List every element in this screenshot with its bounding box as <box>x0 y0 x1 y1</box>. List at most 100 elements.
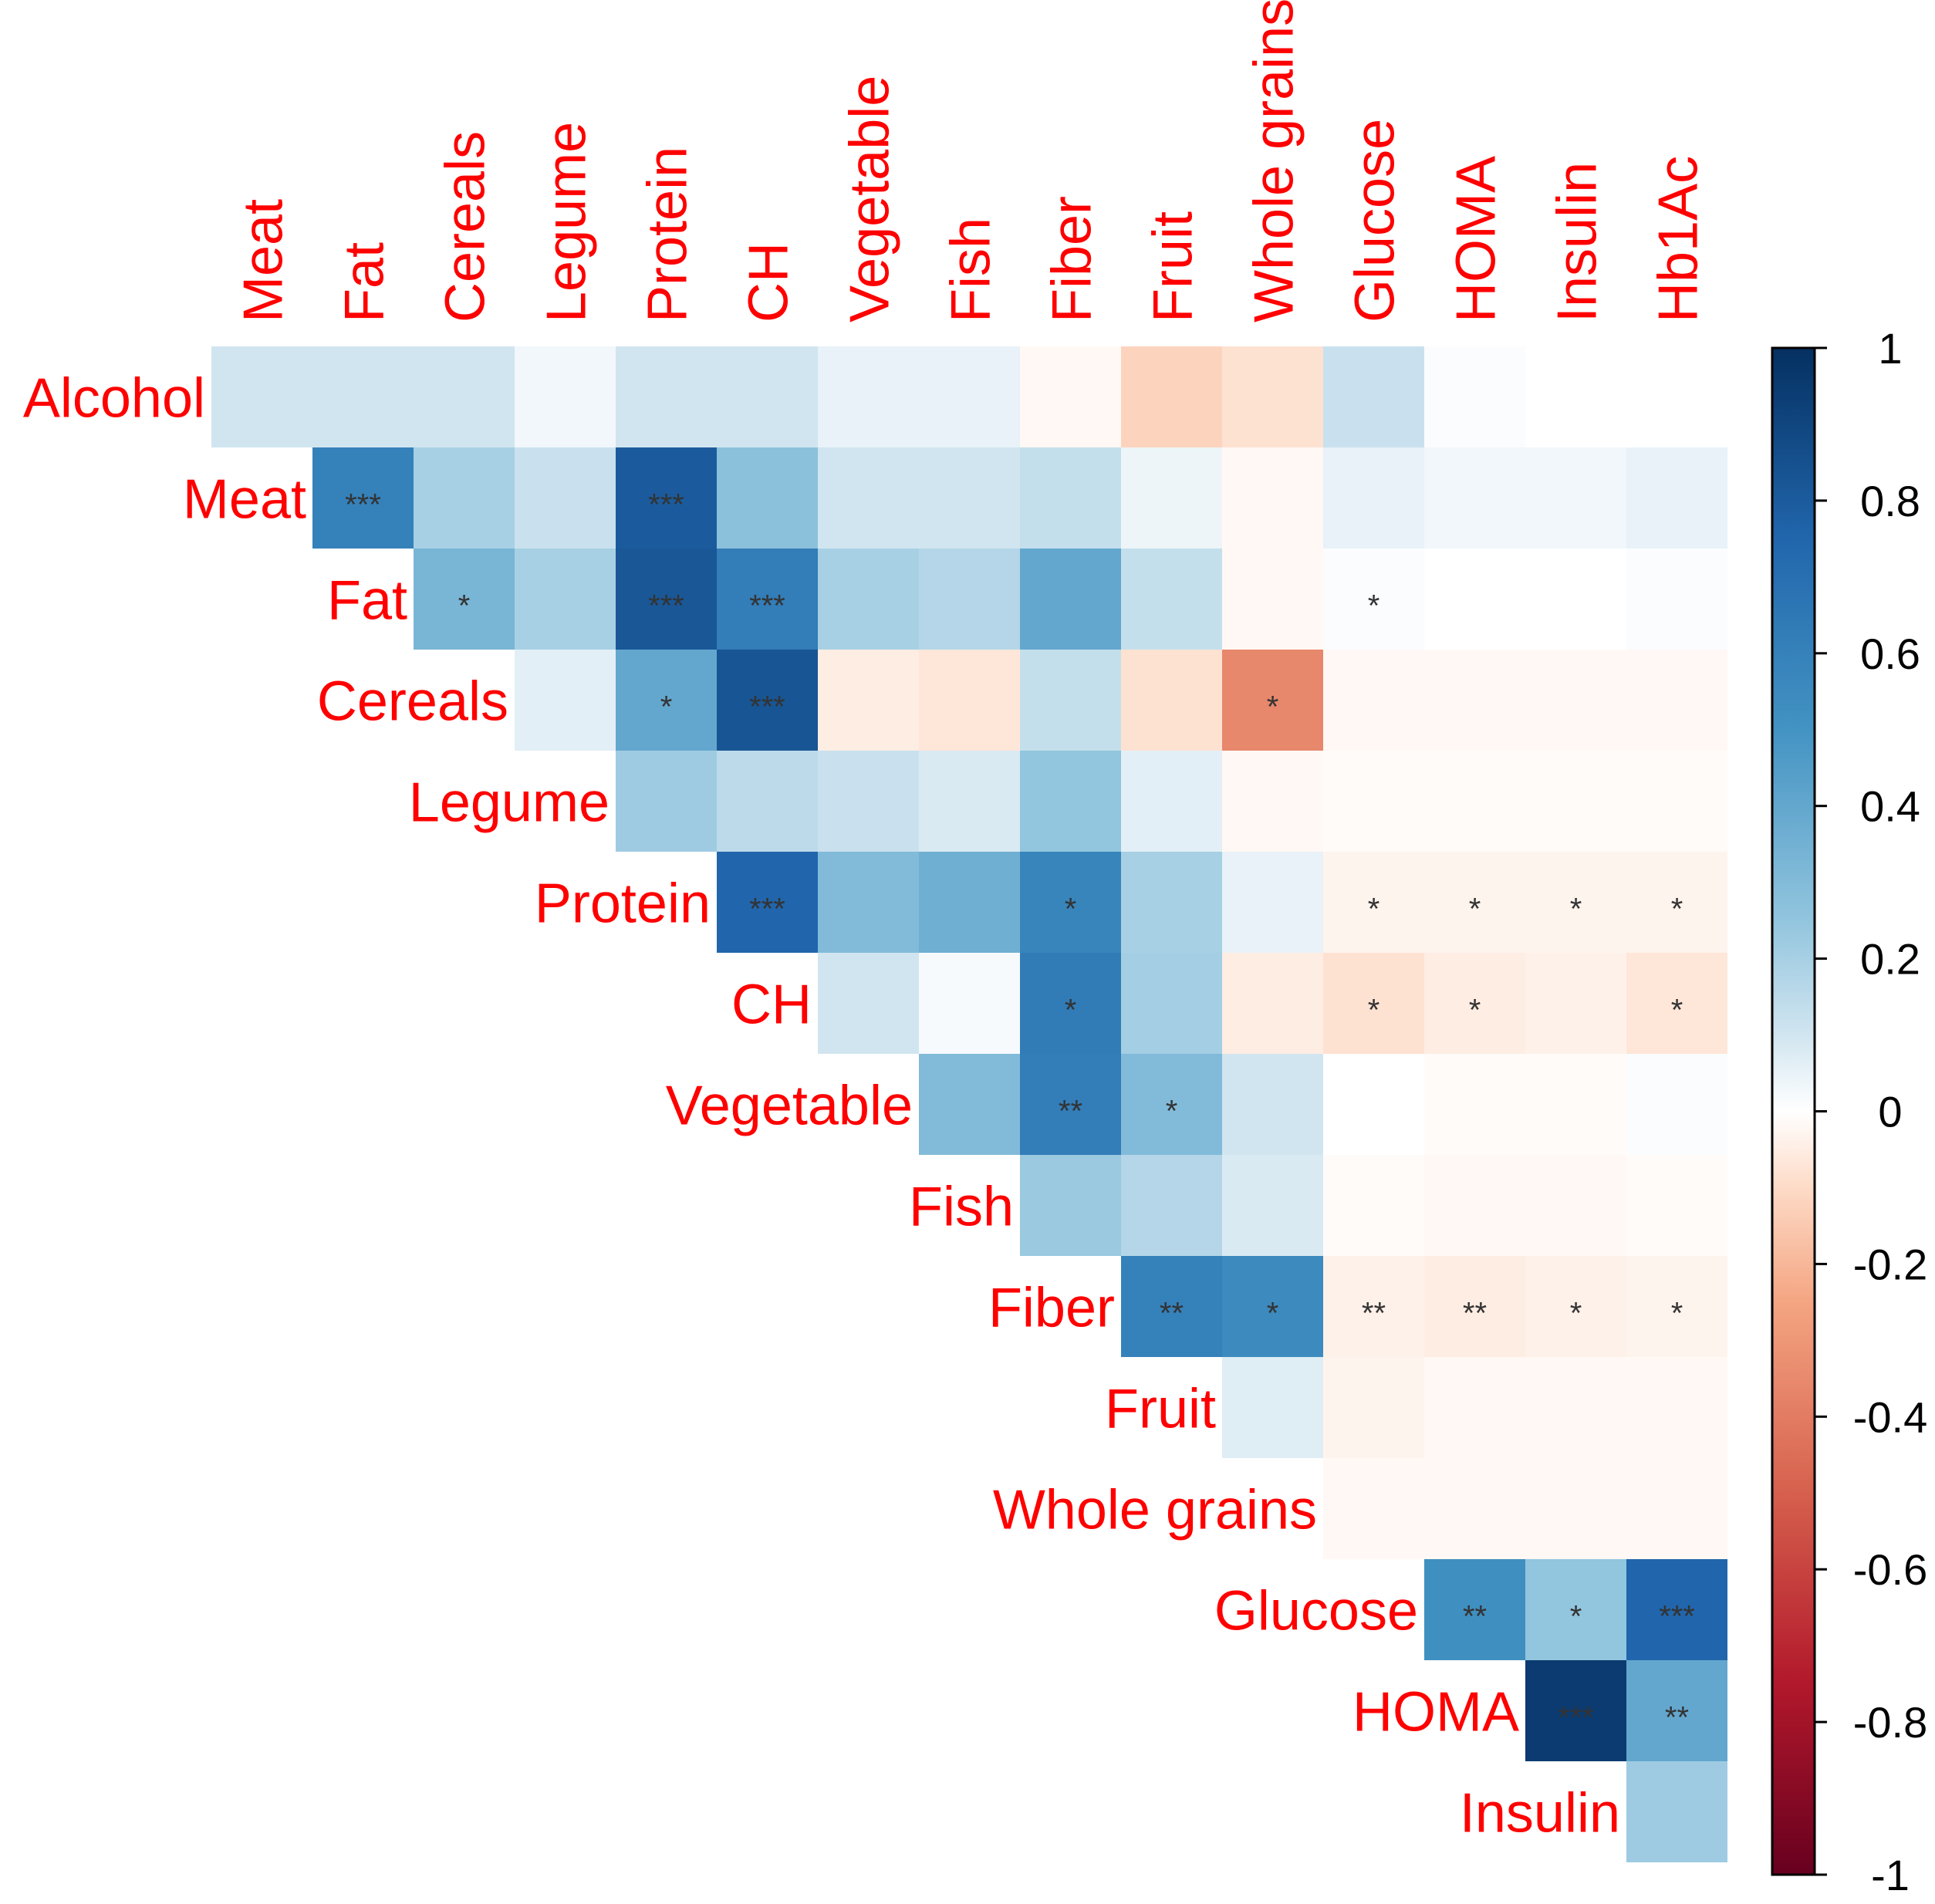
significance-marker: ** <box>1463 1297 1487 1331</box>
heatmap-cell-alcohol-hb1ac <box>1626 346 1727 447</box>
heatmap-cell-protein-vegetable <box>818 852 919 953</box>
significance-marker: *** <box>648 589 684 623</box>
heatmap-cell-meat-homa <box>1424 447 1525 549</box>
heatmap-cell-fruit-homa <box>1424 1357 1525 1458</box>
column-labels: Meat Fat Cereals Legume Protein CH Vegetable Fi… <box>233 0 1710 322</box>
heatmap-cell-meat-insulin <box>1525 447 1626 549</box>
significance-marker: *** <box>1659 1600 1695 1634</box>
heatmap-cell-meat-ch <box>717 447 818 549</box>
column-label: Fruit <box>1143 211 1204 322</box>
significance-marker: * <box>660 690 673 724</box>
heatmap-cell-ch-fiber <box>1020 953 1121 1054</box>
significance-marker: * <box>1065 893 1077 927</box>
heatmap-cell-cereals-insulin <box>1525 650 1626 751</box>
heatmap-cell-fat-insulin <box>1525 549 1626 650</box>
row-label: Insulin <box>1460 1783 1620 1845</box>
heatmap-cell-alcohol-whole-grains <box>1222 346 1323 447</box>
colorbar-tick-label: 1 <box>1878 324 1902 373</box>
heatmap-cell-ch-insulin <box>1525 953 1626 1054</box>
heatmap-cell-meat-legume <box>515 447 616 549</box>
heatmap-cell-insulin-hb1ac <box>1626 1761 1727 1862</box>
row-label: Protein <box>535 873 711 935</box>
heatmap-cell-glucose-homa <box>1424 1559 1525 1660</box>
heatmap-cell-fish-homa <box>1424 1155 1525 1256</box>
row-label: CH <box>731 974 812 1036</box>
colorbar-tick-label: -0.4 <box>1853 1393 1928 1441</box>
column-label: Fiber <box>1042 196 1103 322</box>
colorbar-bar <box>1771 346 1816 1876</box>
heatmap-cell-cereals-hb1ac <box>1626 650 1727 751</box>
significance-marker: * <box>1570 1600 1582 1634</box>
heatmap-cell-legume-fish <box>919 751 1020 852</box>
significance-marker: ** <box>1059 1095 1082 1129</box>
heatmap-cell-cereals-fruit <box>1121 650 1222 751</box>
heatmap-cell-fat-whole-grains <box>1222 549 1323 650</box>
heatmap-cell-fish-glucose <box>1323 1155 1424 1256</box>
heatmap-cell-protein-fish <box>919 852 1020 953</box>
heatmap-cell-ch-hb1ac <box>1626 953 1727 1054</box>
heatmap-cell-meat-vegetable <box>818 447 919 549</box>
heatmap-cell-fat-protein <box>616 549 717 650</box>
heatmap-cell-protein-homa <box>1424 852 1525 953</box>
heatmap-cell-fiber-fruit <box>1121 1256 1222 1357</box>
significance-marker: *** <box>1558 1701 1594 1735</box>
heatmap-cell-fat-fruit <box>1121 549 1222 650</box>
significance-marker: *** <box>749 690 785 724</box>
heatmap-cell-cereals-vegetable <box>818 650 919 751</box>
heatmap-cell-protein-hb1ac <box>1626 852 1727 953</box>
heatmap-cell-ch-homa <box>1424 953 1525 1054</box>
column-label: Cereals <box>435 131 497 322</box>
heatmap-cell-glucose-hb1ac <box>1626 1559 1727 1660</box>
heatmap-cell-cereals-protein <box>616 650 717 751</box>
heatmap-cell-cereals-whole-grains <box>1222 650 1323 751</box>
heatmap-cell-fiber-insulin <box>1525 1256 1626 1357</box>
heatmap-cell-alcohol-insulin <box>1525 346 1626 447</box>
row-label: Whole grains <box>993 1480 1317 1541</box>
colorbar-tick-label: 0.4 <box>1860 782 1920 831</box>
heatmap-cell-fat-hb1ac <box>1626 549 1727 650</box>
heatmap-cell-meat-fat <box>312 447 414 549</box>
significance-marker: ** <box>1463 1600 1487 1634</box>
significance-marker: * <box>1267 690 1279 724</box>
heatmap-cell-protein-fruit <box>1121 852 1222 953</box>
heatmap-cell-vegetable-hb1ac <box>1626 1054 1727 1155</box>
heatmap-cell-alcohol-fiber <box>1020 346 1121 447</box>
heatmap-cell-alcohol-cereals <box>414 346 515 447</box>
heatmap-cell-alcohol-vegetable <box>818 346 919 447</box>
column-label: Insulin <box>1547 162 1609 322</box>
heatmap-cell-fiber-whole-grains <box>1222 1256 1323 1357</box>
heatmap-cell-homa-hb1ac <box>1626 1660 1727 1761</box>
heatmap-cell-vegetable-glucose <box>1323 1054 1424 1155</box>
heatmap-cell-whole-grains-homa <box>1424 1458 1525 1559</box>
heatmap-cell-fruit-whole-grains <box>1222 1357 1323 1458</box>
heatmap-cell-alcohol-ch <box>717 346 818 447</box>
significance-marker: * <box>1671 893 1683 927</box>
column-label: Protein <box>637 147 699 322</box>
heatmap-cell-cereals-homa <box>1424 650 1525 751</box>
heatmap-cell-fat-glucose <box>1323 549 1424 650</box>
heatmap-cell-fruit-hb1ac <box>1626 1357 1727 1458</box>
heatmap-cell-fish-insulin <box>1525 1155 1626 1256</box>
heatmap-cell-legume-hb1ac <box>1626 751 1727 852</box>
heatmap-cell-vegetable-homa <box>1424 1054 1525 1155</box>
heatmap-cell-fish-fiber <box>1020 1155 1121 1256</box>
row-label: HOMA <box>1352 1682 1519 1744</box>
heatmap-cell-whole-grains-glucose <box>1323 1458 1424 1559</box>
colorbar-tick-label: -0.8 <box>1853 1698 1928 1747</box>
significance-marker: ** <box>1160 1297 1184 1331</box>
heatmap-cell-meat-cereals <box>414 447 515 549</box>
column-label: CH <box>738 242 800 322</box>
heatmap-cell-fat-vegetable <box>818 549 919 650</box>
heatmap-cell-meat-whole-grains <box>1222 447 1323 549</box>
heatmap-cell-alcohol-fruit <box>1121 346 1222 447</box>
column-label: Fat <box>334 242 396 322</box>
row-label: Meat <box>183 469 306 531</box>
colorbar-tick-label: -0.6 <box>1853 1545 1928 1594</box>
heatmap-cell-meat-fish <box>919 447 1020 549</box>
heatmap-cell-alcohol-meat <box>211 346 312 447</box>
heatmap-cell-fat-fish <box>919 549 1020 650</box>
heatmap-cell-protein-fiber <box>1020 852 1121 953</box>
heatmap-cell-legume-fruit <box>1121 751 1222 852</box>
heatmap-cells: *** **** *** *** ** *** **** * * * * ** * * *** *** * ** *… <box>211 346 1727 1862</box>
significance-marker: * <box>458 589 471 623</box>
